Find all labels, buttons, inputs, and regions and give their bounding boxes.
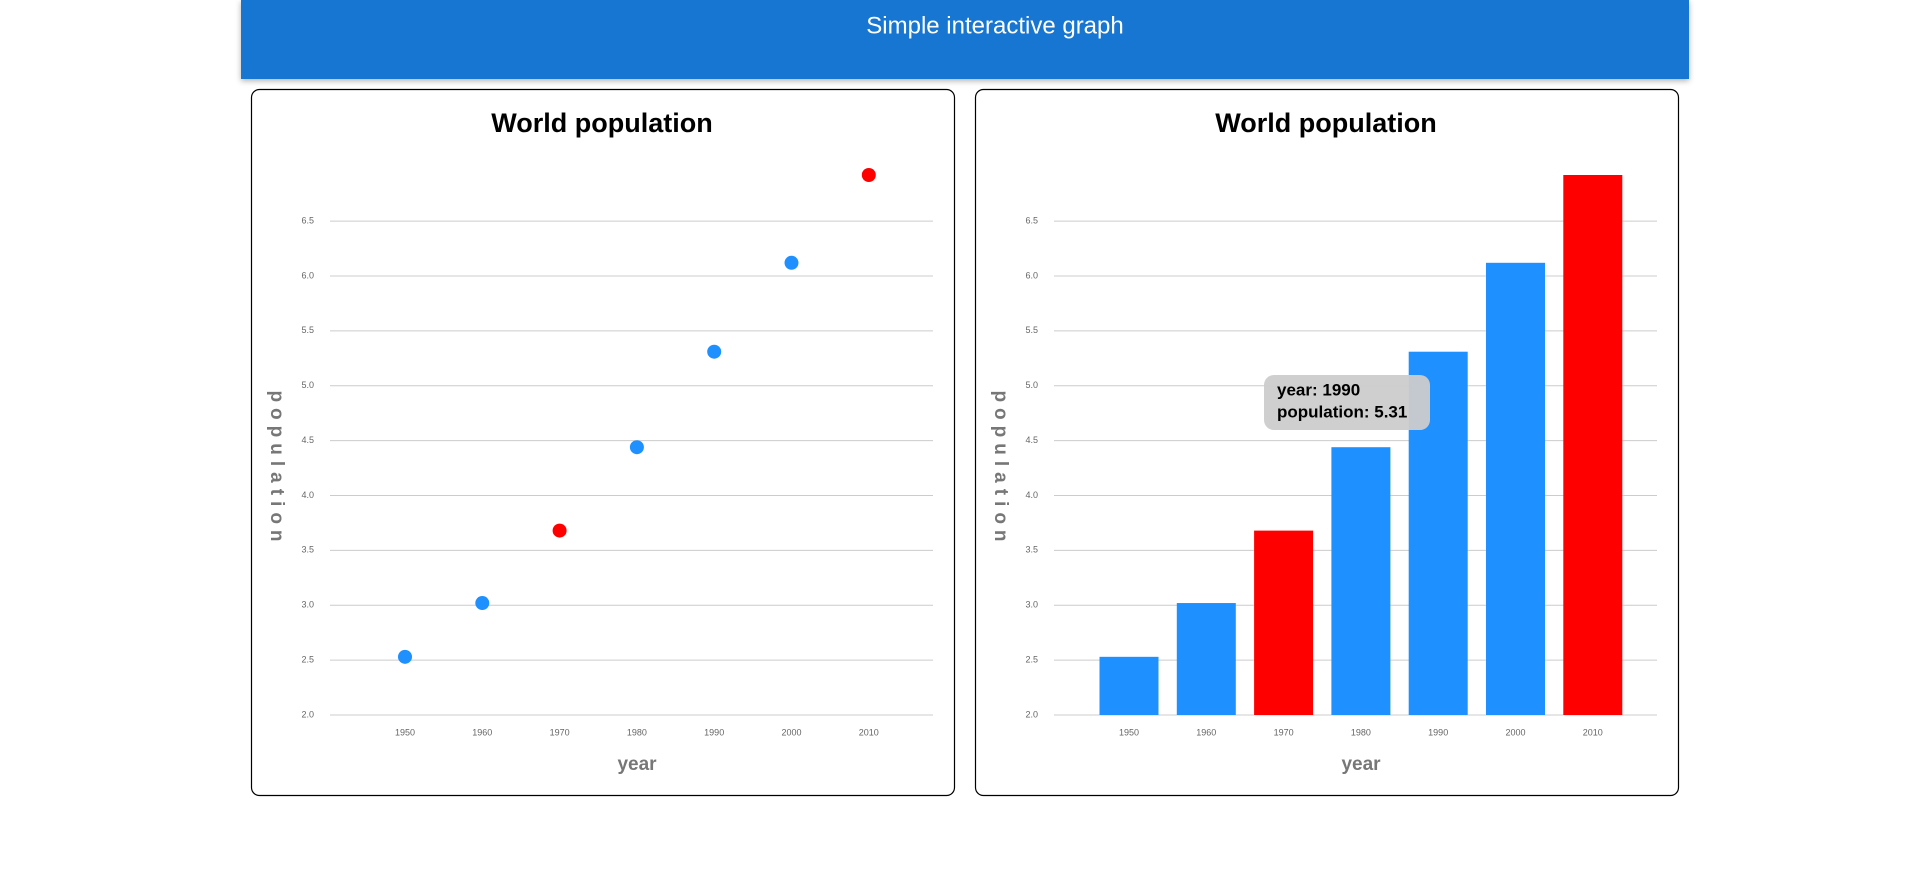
data-point [552, 523, 567, 538]
y-axis-label: population [266, 390, 287, 547]
data-point [861, 168, 876, 182]
y-tick-label: 3.0 [1025, 600, 1038, 610]
y-tick-label: 2.5 [301, 654, 314, 664]
x-tick-label: 1970 [1274, 727, 1294, 737]
bar [1176, 603, 1236, 715]
x-tick-label: 1950 [1119, 727, 1139, 737]
y-axis-label: population [990, 390, 1011, 547]
bar [1331, 447, 1391, 715]
x-tick-label: 2000 [781, 727, 801, 737]
y-tick-label: 5.0 [1025, 380, 1038, 390]
y-tick-label: 2.0 [301, 709, 314, 719]
y-tick-label: 6.0 [301, 270, 314, 280]
x-tick-label: 1990 [1428, 727, 1448, 737]
y-tick-label: 6.0 [1025, 270, 1038, 280]
y-tick-label: 5.0 [301, 380, 314, 390]
y-tick-label: 2.5 [1025, 654, 1038, 664]
y-tick-label: 5.5 [1025, 325, 1038, 335]
chart-panel: World population 2.0 2.5 3.0 3.5 4.0 4.5 5.0 5.5… [250, 88, 956, 797]
x-tick-label: 1960 [1196, 727, 1216, 737]
tooltip-year: year: 1990 [1277, 380, 1360, 399]
tooltip-population: population: 5.31 [1277, 402, 1407, 421]
data-point [398, 649, 412, 664]
data-point [475, 596, 490, 611]
panel-border [250, 88, 956, 797]
x-tick-label: 1970 [550, 727, 570, 737]
x-tick-label: 2010 [1583, 727, 1603, 737]
y-tick-label: 6.5 [301, 215, 314, 225]
data-point [629, 440, 644, 455]
bar [1254, 530, 1314, 715]
x-axis-label: year [617, 754, 657, 775]
header-title: Simple interactive graph [866, 12, 1123, 39]
chart-title: World population [491, 108, 712, 138]
y-tick-label: 6.5 [1025, 215, 1038, 225]
chart-panel: World population 2.0 2.5 3.0 3.5 4.0 4.5 5.0 5.5… [974, 88, 1680, 797]
y-tick-label: 3.5 [301, 545, 314, 555]
x-tick-label: 1980 [1351, 727, 1371, 737]
data-point [707, 344, 722, 359]
bar [1563, 175, 1623, 715]
tooltip-box [1264, 375, 1430, 430]
chart-title: World population [1215, 108, 1436, 138]
y-tick-label: 4.0 [301, 490, 314, 500]
header-bar [241, 0, 1689, 79]
y-tick-label: 4.0 [1025, 490, 1038, 500]
y-tick-label: 4.5 [301, 435, 314, 445]
x-tick-label: 1990 [704, 727, 724, 737]
x-tick-label: 1960 [472, 727, 492, 737]
y-tick-label: 5.5 [301, 325, 314, 335]
data-point [784, 255, 799, 270]
y-tick-label: 3.0 [301, 600, 314, 610]
x-tick-label: 2010 [859, 727, 879, 737]
bar [1099, 656, 1159, 715]
y-tick-label: 2.0 [1025, 709, 1038, 719]
y-tick-label: 3.5 [1025, 545, 1038, 555]
x-tick-label: 1980 [627, 727, 647, 737]
y-tick-label: 4.5 [1025, 435, 1038, 445]
x-tick-label: 2000 [1505, 727, 1525, 737]
bar [1486, 262, 1545, 715]
x-axis-label: year [1341, 754, 1381, 775]
x-tick-label: 1950 [395, 727, 415, 737]
